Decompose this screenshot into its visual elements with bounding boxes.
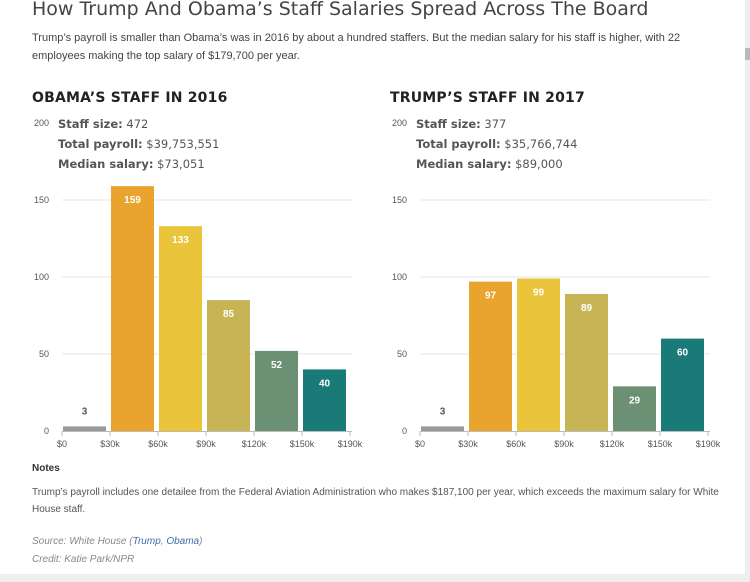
bar bbox=[207, 300, 250, 431]
stat-label: Median salary: bbox=[58, 157, 154, 171]
median-salary-row: Median salary: $73,051 bbox=[58, 156, 219, 176]
bar-value-label: 60 bbox=[677, 348, 689, 359]
stat-label: Median salary: bbox=[416, 157, 512, 171]
window-scrollbar-thumb[interactable] bbox=[745, 48, 750, 60]
x-tick-label: $30k bbox=[100, 439, 120, 449]
notes-text: Trump’s payroll includes one detailee fr… bbox=[32, 487, 719, 515]
total-payroll-row: Total payroll: $35,766,744 bbox=[416, 136, 577, 156]
x-tick-label: $190k bbox=[696, 439, 721, 449]
bar bbox=[469, 281, 512, 431]
y-tick-label: 200 bbox=[34, 118, 49, 128]
bar bbox=[255, 350, 298, 431]
panel-title: OBAMA’S STAFF IN 2016 bbox=[32, 90, 228, 106]
stat-value: $35,766,744 bbox=[504, 137, 578, 151]
x-tick-label: $30k bbox=[458, 439, 478, 449]
bar-value-label: 97 bbox=[485, 291, 497, 302]
y-tick-label: 50 bbox=[397, 349, 407, 359]
bar bbox=[565, 293, 608, 431]
staff-size-row: Staff size: 472 bbox=[58, 116, 219, 136]
bar bbox=[517, 278, 560, 431]
bar-value-label: 3 bbox=[82, 406, 88, 417]
x-tick-label: $150k bbox=[648, 439, 673, 449]
source-suffix: ) bbox=[199, 536, 203, 547]
total-payroll-row: Total payroll: $39,753,551 bbox=[58, 136, 219, 156]
x-tick-label: $120k bbox=[242, 439, 267, 449]
source-separator: , bbox=[160, 536, 167, 547]
panel-title: TRUMP’S STAFF IN 2017 bbox=[390, 90, 585, 106]
bar bbox=[111, 186, 154, 431]
stats-box: Staff size: 472 Total payroll: $39,753,5… bbox=[58, 116, 219, 176]
y-tick-label: 150 bbox=[34, 195, 49, 205]
bar-value-label: 85 bbox=[223, 309, 235, 320]
y-tick-label: 100 bbox=[392, 272, 407, 282]
bar bbox=[303, 369, 346, 431]
y-tick-label: 0 bbox=[402, 426, 407, 436]
y-tick-label: 150 bbox=[392, 195, 407, 205]
bar-value-label: 52 bbox=[271, 360, 283, 371]
x-tick-label: $60k bbox=[506, 439, 526, 449]
window-scrollbar-track[interactable] bbox=[745, 0, 750, 582]
source-link-obama[interactable]: Obama bbox=[166, 536, 200, 547]
bar bbox=[159, 226, 202, 431]
notes-title: Notes bbox=[32, 463, 60, 474]
bar-value-label: 29 bbox=[629, 395, 641, 406]
median-salary-row: Median salary: $89,000 bbox=[416, 156, 577, 176]
stat-value: $73,051 bbox=[157, 157, 205, 171]
x-tick-label: $190k bbox=[338, 439, 363, 449]
stat-label: Staff size: bbox=[416, 117, 481, 131]
bar-value-label: 99 bbox=[533, 288, 545, 299]
stat-label: Total payroll: bbox=[58, 137, 143, 151]
obama-salary-histogram: 0 50 100 150 200 $0 $30k $60k $90k $120k $150k $190… bbox=[34, 118, 363, 449]
bar bbox=[421, 426, 464, 431]
y-tick-label: 200 bbox=[392, 118, 407, 128]
bar bbox=[613, 386, 656, 431]
x-tick-label: $0 bbox=[415, 439, 425, 449]
window-bottom-edge bbox=[0, 574, 750, 582]
x-tick-label: $60k bbox=[148, 439, 168, 449]
bar-value-label: 40 bbox=[319, 378, 331, 389]
y-tick-label: 100 bbox=[34, 272, 49, 282]
x-tick-label: $150k bbox=[290, 439, 315, 449]
source-line: Source: White House (Trump, Obama) bbox=[32, 536, 202, 547]
stat-value: 472 bbox=[126, 117, 149, 131]
x-tick-label: $0 bbox=[57, 439, 67, 449]
stat-label: Staff size: bbox=[58, 117, 123, 131]
staff-size-row: Staff size: 377 bbox=[416, 116, 577, 136]
credit: Credit: Katie Park/NPR bbox=[32, 554, 135, 565]
x-tick-label: $120k bbox=[600, 439, 625, 449]
stat-value: 377 bbox=[484, 117, 507, 131]
x-tick-label: $90k bbox=[554, 439, 574, 449]
bar-value-label: 3 bbox=[440, 406, 446, 417]
bar-value-label: 159 bbox=[124, 195, 141, 206]
stat-label: Total payroll: bbox=[416, 137, 501, 151]
dek: Trump’s payroll is smaller than Obama’s … bbox=[32, 32, 681, 62]
stat-value: $89,000 bbox=[515, 157, 563, 171]
x-tick-label: $90k bbox=[196, 439, 216, 449]
source-link-trump[interactable]: Trump bbox=[132, 536, 161, 547]
bar bbox=[63, 426, 106, 431]
stat-value: $39,753,551 bbox=[146, 137, 220, 151]
trump-salary-histogram: 0 50 100 150 200 $0 $30k $60k $90k $120k $150k $190… bbox=[392, 118, 721, 449]
bar-value-label: 89 bbox=[581, 303, 593, 314]
source-prefix: Source: White House ( bbox=[32, 536, 133, 547]
stats-box: Staff size: 377 Total payroll: $35,766,7… bbox=[416, 116, 577, 176]
bar-value-label: 133 bbox=[172, 235, 189, 246]
y-tick-label: 50 bbox=[39, 349, 49, 359]
y-tick-label: 0 bbox=[44, 426, 49, 436]
bar bbox=[661, 338, 704, 431]
headline: How Trump And Obama’s Staff Salaries Spr… bbox=[32, 0, 649, 20]
